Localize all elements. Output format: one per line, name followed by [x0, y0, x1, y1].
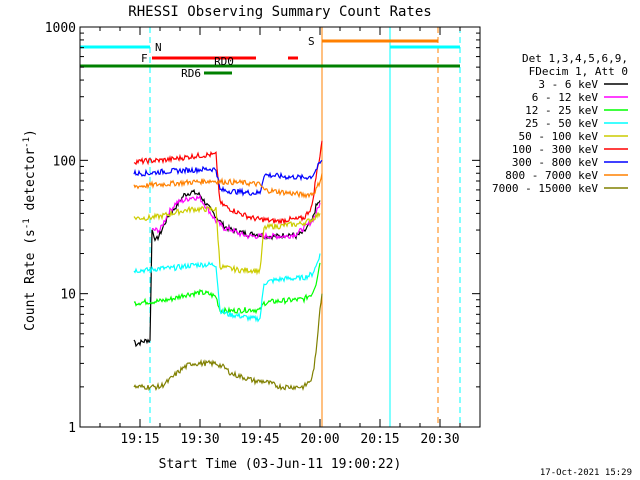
legend-entry-label: 100 - 300 keV	[512, 143, 598, 156]
y-axis-label: Count Rate (s-1 detector-1)	[22, 129, 38, 331]
flag-label: RD0	[214, 55, 234, 68]
x-axis-label: Start Time (03-Jun-11 19:00:22)	[159, 457, 402, 472]
legend-header: Det 1,3,4,5,6,9,	[522, 52, 628, 65]
legend-entry-label: 800 - 7000 keV	[505, 169, 598, 182]
legend: Det 1,3,4,5,6,9,FDecim 1, Att 03 - 6 keV…	[492, 52, 628, 195]
chart-title: RHESSI Observing Summary Count Rates	[128, 4, 431, 20]
series-line	[133, 159, 323, 197]
legend-entry-label: 3 - 6 keV	[538, 78, 598, 91]
legend-entry-label: 7000 - 15000 keV	[492, 182, 598, 195]
legend-entry-label: 12 - 25 keV	[525, 104, 598, 117]
series-lines	[133, 140, 323, 392]
x-tick-label: 20:00	[300, 432, 339, 447]
legend-entry-label: 50 - 100 keV	[519, 130, 599, 143]
flag-label: N	[155, 41, 162, 54]
x-tick-label: 20:30	[420, 432, 459, 447]
y-axis-label-part2: detector	[23, 148, 38, 219]
x-tick-label: 19:45	[240, 432, 279, 447]
series-line	[133, 253, 321, 323]
x-tick-label: 19:15	[120, 432, 159, 447]
flag-label: F	[141, 52, 148, 65]
vertical-marker-lines	[79, 27, 461, 427]
legend-entry-label: 300 - 800 keV	[512, 156, 598, 169]
flag-label: S	[308, 35, 315, 48]
status-flag-bars: N S F RD0 RD6	[80, 35, 460, 80]
y-tick-label: 1	[68, 421, 76, 436]
series-line	[133, 205, 321, 276]
y-tick-label: 1000	[45, 21, 76, 36]
legend-entry-label: 6 - 12 keV	[532, 91, 599, 104]
series-line	[133, 293, 323, 392]
series-line	[151, 194, 321, 241]
series-line	[133, 173, 323, 200]
series-line	[133, 140, 323, 225]
legend-header: FDecim 1, Att 0	[529, 65, 628, 78]
x-tick-label: 20:15	[360, 432, 399, 447]
footer-date: 17-Oct-2021 15:29	[540, 468, 632, 478]
flag-label: RD6	[181, 67, 201, 80]
y-axis-label-sup2: -1	[22, 137, 32, 148]
series-line	[133, 262, 321, 315]
series-line	[133, 188, 321, 348]
y-axis-label-sup: -1	[22, 218, 32, 229]
x-tick-label: 19:30	[180, 432, 219, 447]
y-tick-label: 100	[53, 154, 76, 169]
y-axis-label-end: )	[23, 129, 38, 137]
axis-ticks: 19:15 19:30 19:45 20:00 20:15 20:30 1 10 100 1000	[45, 21, 480, 447]
y-axis-label-part: Count Rate (s	[23, 229, 38, 331]
legend-entry-label: 25 - 50 keV	[525, 117, 598, 130]
y-tick-label: 10	[60, 288, 76, 303]
